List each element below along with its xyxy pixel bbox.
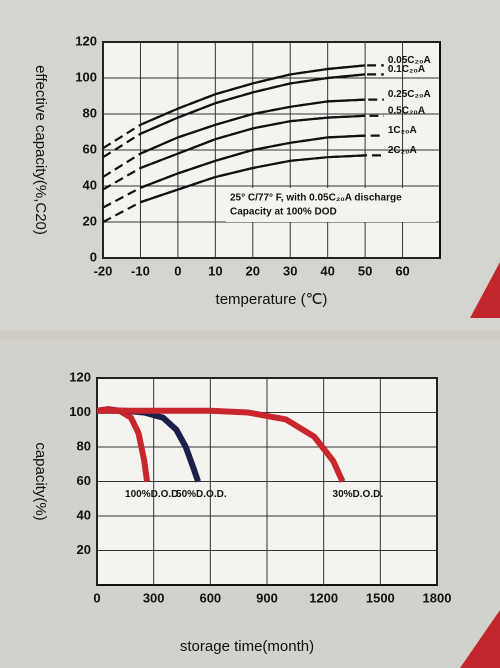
y-tick-label: 120 xyxy=(69,369,91,384)
x-tick-label: -20 xyxy=(94,263,113,278)
annotation: 25° C/77° F, with 0.05C₂₀A discharge xyxy=(230,193,402,204)
x-tick-label: 300 xyxy=(143,590,165,605)
x-tick-label: 30 xyxy=(283,263,297,278)
x-tick-label: 40 xyxy=(320,263,334,278)
y-tick-label: 0 xyxy=(90,249,97,264)
series-label: 2C₂₀A xyxy=(388,145,417,156)
line xyxy=(97,407,346,483)
y-tick-label: 100 xyxy=(75,69,97,84)
series-label: 1C₂₀A xyxy=(388,125,417,136)
line-solid xyxy=(140,73,366,135)
y-tick-label: 20 xyxy=(77,542,91,557)
corner-decoration xyxy=(470,262,500,318)
x-axis-label: temperature (℃) xyxy=(216,291,328,308)
series-label: 30%D.O.D. xyxy=(333,489,384,500)
line-solid xyxy=(140,98,366,155)
x-tick-label: 50 xyxy=(358,263,372,278)
y-tick-label: 60 xyxy=(83,141,97,156)
series-label: 100%D.O.D. xyxy=(125,489,181,500)
y-tick-label: 80 xyxy=(83,105,97,120)
y-tick-label: 100 xyxy=(69,404,91,419)
series-label: 0.5C₂₀A xyxy=(388,105,425,116)
x-tick-label: 20 xyxy=(246,263,260,278)
series-label: 0.05C₂₀A xyxy=(388,55,431,66)
y-tick-label: 80 xyxy=(77,438,91,453)
x-tick-label: -10 xyxy=(131,263,150,278)
y-axis-label: effective capacity(%,C20) xyxy=(32,65,49,235)
y-tick-label: 20 xyxy=(83,213,97,228)
annotation-box xyxy=(226,188,436,222)
x-tick-label: 1800 xyxy=(423,590,452,605)
annotation: Capacity at 100% DOD xyxy=(230,207,337,218)
x-tick-label: 0 xyxy=(93,590,100,605)
line-solid xyxy=(140,134,366,189)
x-tick-label: 10 xyxy=(208,263,222,278)
y-tick-label: 60 xyxy=(77,473,91,488)
y-tick-label: 120 xyxy=(75,33,97,48)
corner-decoration xyxy=(460,610,500,668)
line-solid xyxy=(140,114,366,170)
x-tick-label: 0 xyxy=(174,263,181,278)
series-label: 0.25C₂₀A xyxy=(388,89,431,100)
line-solid xyxy=(140,154,366,204)
line-solid xyxy=(140,64,366,126)
x-tick-label: 900 xyxy=(256,590,278,605)
y-axis-label: capacity(%) xyxy=(32,442,49,520)
x-tick-label: 1200 xyxy=(309,590,338,605)
x-axis-label: storage time(month) xyxy=(180,638,314,655)
x-tick-label: 600 xyxy=(199,590,221,605)
y-tick-label: 40 xyxy=(83,177,97,192)
x-tick-label: 1500 xyxy=(366,590,395,605)
series-label: 0.1C₂₀A xyxy=(388,64,425,75)
series-label: 50%D.O.D. xyxy=(176,489,227,500)
y-tick-label: 40 xyxy=(77,507,91,522)
x-tick-label: 60 xyxy=(395,263,409,278)
